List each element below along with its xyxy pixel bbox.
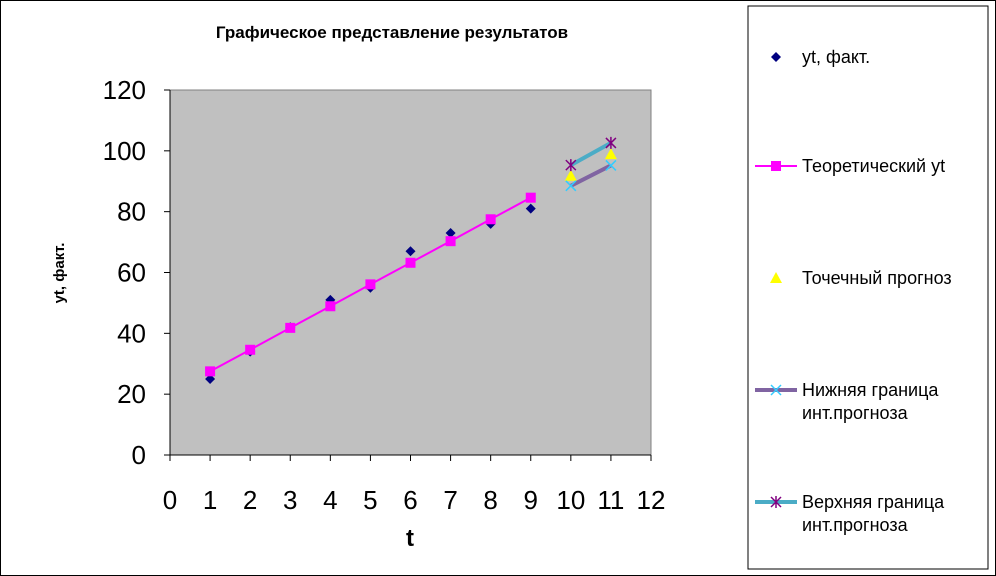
x-tick-label: 5: [363, 485, 377, 515]
legend-item: Верхняя граница инт.прогноза: [755, 492, 945, 535]
x-tick-label: 0: [163, 485, 177, 515]
data-point: [605, 159, 617, 171]
legend-item: Нижняя граница инт.прогноза: [755, 380, 939, 423]
legend-label: Верхняя граница: [802, 492, 945, 512]
data-point: [604, 148, 617, 160]
legend-swatch-marker: [771, 161, 781, 171]
y-tick-label: 80: [117, 197, 146, 227]
y-tick-label: 20: [117, 379, 146, 409]
y-tick-label: 40: [117, 318, 146, 348]
series-1: [205, 192, 536, 377]
series-line: [569, 163, 612, 188]
data-point: [564, 169, 577, 181]
data-point: [525, 203, 536, 214]
data-point: [325, 301, 336, 312]
plot-area: [169, 89, 652, 456]
x-tick-label: 8: [483, 485, 497, 515]
x-tick-label: 1: [203, 485, 217, 515]
data-point: [285, 322, 296, 333]
data-point: [605, 136, 617, 149]
series-line: [569, 141, 612, 167]
data-point: [205, 373, 216, 384]
data-point: [485, 214, 496, 225]
legend-swatch-marker: [770, 496, 782, 508]
legend-label: Теоретический yt: [802, 156, 945, 176]
legend-item: yt, факт.: [771, 47, 870, 67]
series-2: [564, 148, 617, 181]
x-tick-label: 4: [323, 485, 337, 515]
legend-label: инт.прогноза: [802, 515, 909, 535]
x-tick-label: 12: [637, 485, 666, 515]
x-tick-label: 9: [524, 485, 538, 515]
data-point: [565, 180, 577, 192]
x-tick-label: 11: [597, 485, 624, 515]
data-point: [445, 236, 456, 247]
legend-items: yt, факт. Теоретический yt Точечный прогно…: [755, 47, 952, 535]
series-4: [565, 136, 617, 172]
legend-item: Теоретический yt: [755, 156, 945, 176]
legend-label: Точечный прогноз: [802, 268, 952, 288]
data-point: [525, 192, 536, 203]
series-marks: [205, 136, 617, 384]
x-tick-label: 2: [243, 485, 257, 515]
data-point: [205, 366, 216, 377]
x-tick-label: 3: [283, 485, 297, 515]
legend-label: Нижняя граница: [802, 380, 939, 400]
y-tick-label: 120: [103, 75, 146, 105]
data-point: [445, 227, 456, 238]
legend-swatch-marker: [770, 384, 782, 396]
series-3: [565, 159, 617, 192]
legend-item: Точечный прогноз: [770, 268, 952, 288]
x-axis-label: t: [406, 525, 414, 552]
legend-swatch-marker: [771, 52, 781, 62]
chart-title: Графическое представление результатов: [216, 23, 568, 42]
y-tick-label: 100: [103, 136, 146, 166]
legend-label: yt, факт.: [802, 47, 870, 67]
x-tick-label: 7: [443, 485, 457, 515]
data-point: [365, 279, 376, 290]
data-point: [405, 257, 416, 268]
legend-swatch-marker: [770, 272, 782, 283]
y-tick-label: 60: [117, 258, 146, 288]
data-point: [405, 246, 416, 257]
y-tick-label: 0: [132, 440, 146, 470]
x-tick-label: 10: [556, 485, 585, 515]
data-point: [245, 344, 256, 355]
legend: [747, 5, 989, 570]
data-point: [565, 159, 577, 172]
legend-label: инт.прогноза: [802, 403, 909, 423]
y-axis-label: yt, факт.: [51, 243, 68, 304]
x-tick-label: 6: [403, 485, 417, 515]
